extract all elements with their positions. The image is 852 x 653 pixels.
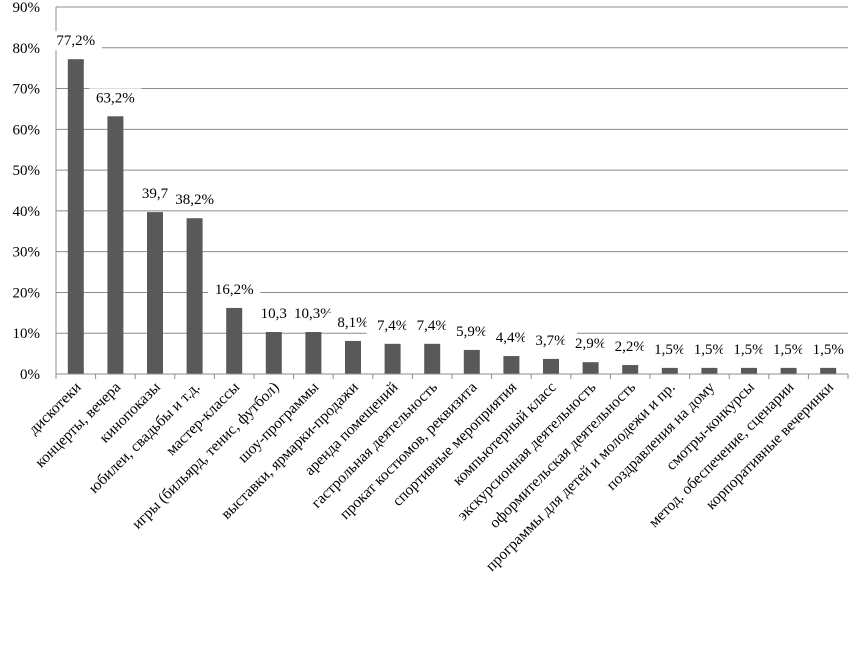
data-label-background: [643, 339, 696, 359]
y-tick-label: 70%: [13, 82, 41, 98]
bar: [147, 212, 163, 374]
y-tick-label: 30%: [13, 245, 41, 261]
data-label-background: [247, 303, 300, 323]
data-label: 7,4%: [417, 318, 448, 334]
data-label: 2,2%: [615, 339, 646, 355]
bar: [345, 340, 361, 374]
data-label-background: [802, 339, 852, 359]
y-axis: 0% 10% 20% 30% 40% 50% 60% 70% 80% 90%: [13, 0, 57, 383]
data-label-background: [129, 184, 181, 204]
data-label-background: [762, 339, 815, 359]
data-label-background: [683, 339, 736, 359]
bar: [67, 59, 84, 374]
data-label: 2,9%: [575, 336, 606, 352]
y-tick-label: 10%: [13, 326, 41, 342]
x-category-label: метод. обеспечение, сценарии: [645, 379, 797, 531]
gridlines: [56, 6, 848, 334]
data-label: 5,9%: [456, 324, 487, 340]
data-label: 16,2%: [215, 282, 254, 298]
bar: [226, 307, 243, 374]
data-label-background: [604, 337, 657, 357]
data-label: 10,3: [261, 306, 287, 322]
data-label-background: [406, 315, 459, 335]
data-label: 4,4%: [496, 330, 527, 346]
bar: [780, 367, 797, 374]
bar: [107, 116, 124, 374]
y-tick-label: 50%: [13, 163, 41, 179]
data-label: 39,7: [142, 186, 169, 202]
bar: [582, 362, 599, 374]
data-label-background: [89, 88, 142, 108]
data-label: 1,5%: [733, 342, 764, 358]
y-tick-label: 0%: [20, 367, 40, 383]
data-label: 1,5%: [694, 342, 725, 358]
bar: [622, 365, 639, 374]
y-tick-label: 60%: [13, 122, 41, 138]
bar: [820, 367, 837, 374]
data-label-background: [327, 312, 379, 332]
bar: [661, 367, 678, 374]
data-label-background: [366, 315, 419, 335]
bar: [384, 343, 401, 374]
data-label: 77,2%: [56, 33, 95, 49]
data-label: 10,3%: [294, 306, 333, 322]
bar: [265, 331, 282, 374]
data-label: 1,5%: [773, 342, 804, 358]
bar: [463, 349, 480, 374]
data-label-background: [287, 303, 340, 323]
data-label-background: [485, 328, 538, 348]
bar: [543, 358, 559, 374]
bar: [701, 367, 718, 374]
data-label-background: [168, 190, 221, 210]
bar: [424, 343, 441, 374]
data-label: 3,7%: [535, 333, 566, 349]
data-label: 38,2%: [175, 192, 214, 208]
bar: [503, 356, 520, 374]
data-label-background: [723, 339, 775, 359]
data-label-background: [49, 31, 102, 51]
bar: [186, 218, 203, 374]
bar: [741, 367, 757, 374]
data-labels: 77,2% 63,2% 39,7 38,2% 16,2% 10,3 10,3%8,1% 7,4…: [49, 31, 852, 359]
bar: [305, 331, 322, 374]
data-label: 7,4%: [377, 318, 408, 334]
data-label: 1,5%: [813, 342, 844, 358]
data-label-background: [525, 330, 577, 350]
y-tick-label: 80%: [13, 41, 41, 57]
data-label-background: [564, 334, 617, 354]
data-label: 8,1%: [337, 315, 368, 331]
data-label-background: [208, 279, 261, 299]
y-tick-label: 90%: [13, 0, 41, 16]
data-label-background: [445, 321, 498, 341]
data-label: 63,2%: [96, 90, 135, 106]
bars: [67, 59, 837, 374]
data-label: 1,5%: [654, 342, 685, 358]
y-tick-label: 40%: [13, 204, 41, 220]
y-tick-label: 20%: [13, 285, 41, 301]
